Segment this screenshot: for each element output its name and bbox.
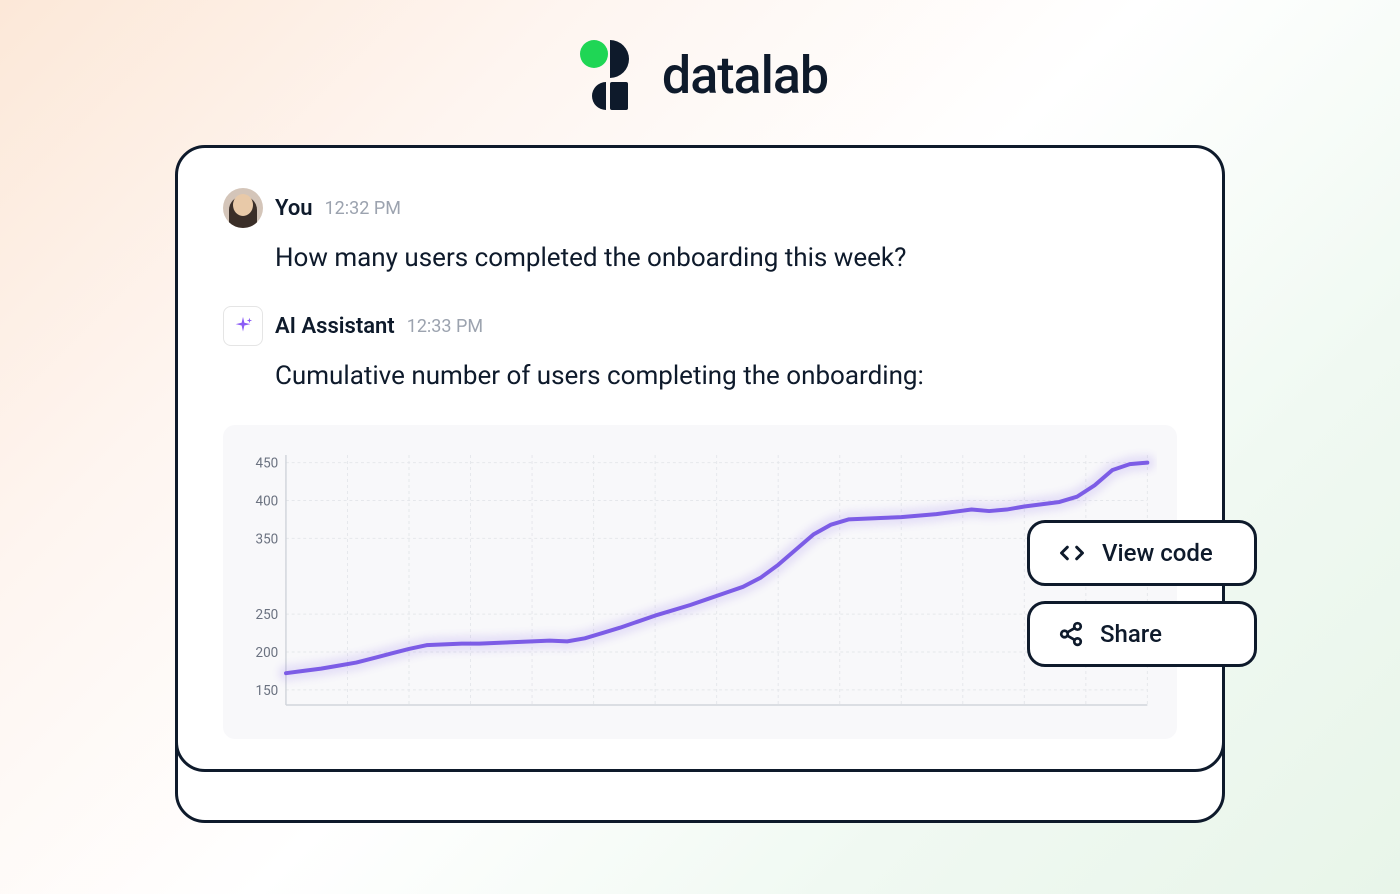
brand-name: datalab — [662, 45, 828, 106]
user-message-header: You 12:32 PM — [223, 188, 1177, 228]
svg-text:400: 400 — [256, 493, 279, 509]
view-code-button[interactable]: View code — [1027, 520, 1257, 586]
ai-sender-name: AI Assistant — [275, 314, 395, 339]
user-message: You 12:32 PM How many users completed th… — [223, 188, 1177, 276]
avatar — [223, 188, 263, 228]
sparkle-icon — [223, 306, 263, 346]
ai-message-header: AI Assistant 12:33 PM — [223, 306, 1177, 346]
ai-message: AI Assistant 12:33 PM Cumulative number … — [223, 306, 1177, 394]
chat-card: You 12:32 PM How many users completed th… — [175, 145, 1225, 772]
ai-message-text: Cumulative number of users completing th… — [275, 358, 1177, 394]
card-stack: You 12:32 PM How many users completed th… — [175, 145, 1225, 772]
user-sender-name: You — [275, 196, 313, 221]
svg-text:200: 200 — [256, 645, 279, 661]
logo-mark — [572, 40, 642, 110]
svg-text:450: 450 — [256, 455, 279, 471]
svg-text:250: 250 — [256, 607, 279, 623]
svg-text:150: 150 — [256, 682, 279, 698]
user-timestamp: 12:32 PM — [325, 198, 401, 219]
line-chart: 150 200 250 350 400 450 — [233, 445, 1157, 725]
share-icon — [1058, 621, 1084, 647]
logo-container: datalab — [572, 40, 828, 110]
share-label: Share — [1100, 620, 1162, 648]
action-buttons: View code Share — [1027, 520, 1257, 667]
user-message-text: How many users completed the onboarding … — [275, 240, 1177, 276]
view-code-label: View code — [1102, 539, 1213, 567]
code-icon — [1058, 539, 1086, 567]
share-button[interactable]: Share — [1027, 601, 1257, 667]
svg-text:350: 350 — [256, 531, 279, 547]
ai-timestamp: 12:33 PM — [407, 316, 483, 337]
chart-container: 150200250350400450 View code — [223, 425, 1177, 739]
